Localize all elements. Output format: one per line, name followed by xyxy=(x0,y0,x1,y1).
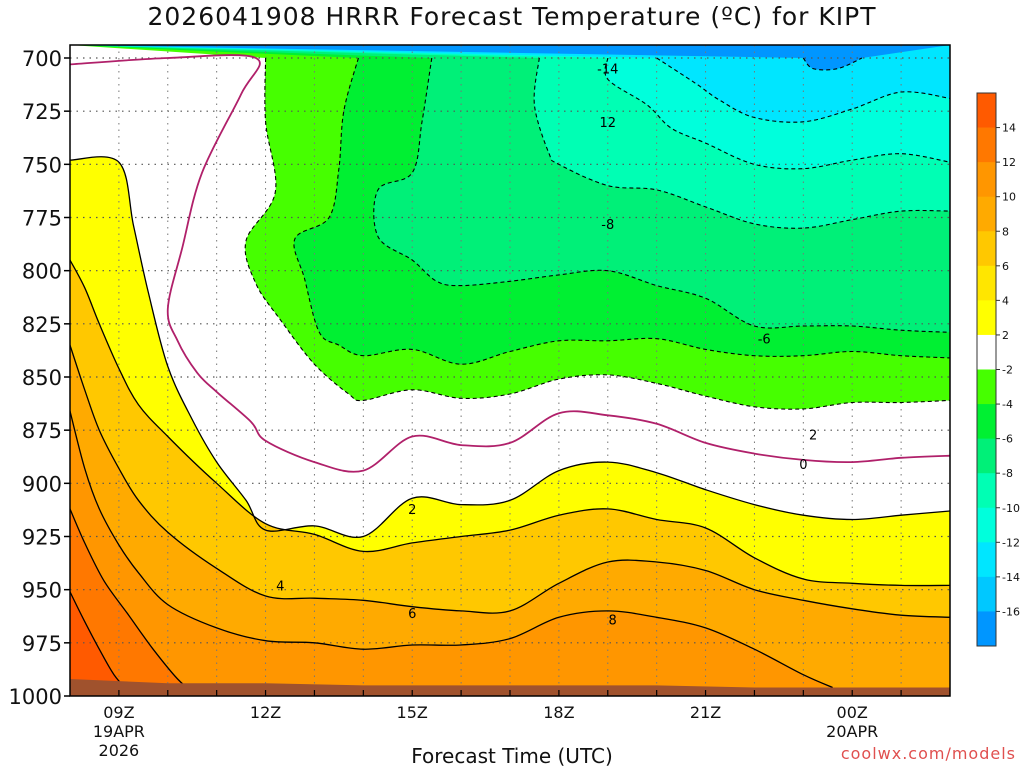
y-tick-label-875: 875 xyxy=(22,419,62,443)
colorbar-swatch-4 xyxy=(977,231,996,267)
x-tick-label-24-0: 00Z xyxy=(837,703,868,722)
isotherm--4 xyxy=(293,57,950,365)
isotherm--8 xyxy=(533,57,950,229)
terrain-fill xyxy=(70,678,950,696)
x-tick-label-21-0: 21Z xyxy=(690,703,721,722)
isotherm--10 xyxy=(604,57,950,170)
y-tick-label-725: 725 xyxy=(22,100,62,124)
y-tick-label-700: 700 xyxy=(22,47,62,71)
colorbar-label-12: -12 xyxy=(1002,536,1020,549)
colorbar-label-3: 8 xyxy=(1002,225,1009,238)
temperature-bands xyxy=(70,45,950,696)
colorbar-swatch-14 xyxy=(977,576,996,612)
y-tick-label-800: 800 xyxy=(22,260,62,284)
isotherm-label-7: 4 xyxy=(276,579,284,594)
colorbar-label-1: 12 xyxy=(1002,156,1016,169)
colorbar-label-5: 4 xyxy=(1002,294,1009,307)
y-axis: 700 725 750 775 800 825 850 875 900 925 950 975 1000 xyxy=(9,47,70,709)
isotherm-label-0: -14 xyxy=(597,63,618,78)
band-warmer-than-12 xyxy=(70,591,129,696)
colorbar-swatch-10 xyxy=(977,438,996,474)
colorbar-swatch-8 xyxy=(977,369,996,405)
colorbar-swatch-6 xyxy=(977,300,996,336)
colorbar-swatch-13 xyxy=(977,542,996,578)
colorbar-swatch-12 xyxy=(977,507,996,543)
isotherm-label-4: 2 xyxy=(809,428,817,443)
colorbar-label-10: -8 xyxy=(1002,467,1013,480)
chart-title: 2026041908 HRRR Forecast Temperature (ºC… xyxy=(147,2,877,31)
colorbar-swatch-11 xyxy=(977,473,996,509)
colorbar-label-9: -6 xyxy=(1002,433,1013,446)
y-tick-label-950: 950 xyxy=(22,579,62,603)
y-tick-label-850: 850 xyxy=(22,366,62,390)
colorbar-label-7: -2 xyxy=(1002,364,1013,377)
isotherm-0 xyxy=(70,54,950,473)
colorbar: 14 12 10 8 6 4 2 -2 -4 -6 -8 -10 -12 -14 -16 xyxy=(976,92,1020,647)
colorbar-swatch-15 xyxy=(977,611,996,647)
grid-lines xyxy=(70,45,950,696)
colorbar-label-4: 6 xyxy=(1002,260,1009,273)
colorbar-label-0: 14 xyxy=(1002,122,1016,135)
colorbar-label-11: -10 xyxy=(1002,502,1020,515)
isotherm-6 xyxy=(70,344,950,618)
y-tick-label-750: 750 xyxy=(22,153,62,177)
isotherm-label-6: 2 xyxy=(408,503,416,518)
x-tick-label-9-1: 19APR xyxy=(93,722,145,741)
isotherm-label-9: 8 xyxy=(609,613,617,628)
isotherm-10 xyxy=(70,508,198,696)
y-tick-label-1000: 1000 xyxy=(9,685,62,709)
isotherm-label-2: -8 xyxy=(601,218,614,233)
colorbar-swatch-1 xyxy=(977,127,996,163)
y-tick-label-925: 925 xyxy=(22,526,62,550)
band-warmer-than-6 xyxy=(70,345,950,696)
isotherm--12 xyxy=(656,57,950,123)
colorbar-swatch-5 xyxy=(977,265,996,301)
x-tick-label-24-1: 20APR xyxy=(826,722,878,741)
terrain xyxy=(70,678,950,696)
isotherm-label-5: 0 xyxy=(799,458,807,473)
y-tick-label-825: 825 xyxy=(22,313,62,337)
credit-link[interactable]: coolwx.com/models xyxy=(840,744,1016,763)
colorbar-label-13: -14 xyxy=(1002,571,1020,584)
isotherm-label-8: 6 xyxy=(408,607,416,622)
colorbar-label-6: 2 xyxy=(1002,329,1009,342)
isotherm--2 xyxy=(244,57,950,410)
x-tick-label-15-0: 15Z xyxy=(397,703,428,722)
colorbar-label-8: -4 xyxy=(1002,398,1013,411)
x-tick-label-9-0: 09Z xyxy=(103,703,134,722)
y-tick-label-775: 775 xyxy=(22,207,62,231)
isotherm-label-3: -6 xyxy=(758,333,771,348)
x-tick-label-18-0: 18Z xyxy=(543,703,574,722)
isotherm--6 xyxy=(373,57,950,333)
x-tick-label-9-2: 2026 xyxy=(99,741,140,760)
colorbar-label-2: 10 xyxy=(1002,191,1016,204)
colorbar-label-14: -16 xyxy=(1002,605,1020,618)
isotherm-label-1: 12 xyxy=(600,116,617,131)
x-tick-label-12-0: 12Z xyxy=(250,703,281,722)
isotherm-2 xyxy=(70,156,950,539)
colorbar-swatch-2 xyxy=(977,162,996,198)
colorbar-swatch-3 xyxy=(977,196,996,232)
isotherm-4 xyxy=(70,259,950,587)
isotherm-8 xyxy=(70,410,833,689)
isotherm-12 xyxy=(70,591,130,693)
y-tick-label-975: 975 xyxy=(22,632,62,656)
colorbar-swatch-0 xyxy=(977,93,996,128)
colorbar-swatch-7 xyxy=(977,334,996,370)
isotherm-lines xyxy=(70,54,950,696)
colorbar-swatch-9 xyxy=(977,404,996,440)
x-axis-title: Forecast Time (UTC) xyxy=(411,744,613,768)
y-tick-label-900: 900 xyxy=(22,472,62,496)
band-warmer-than-10 xyxy=(70,508,198,696)
